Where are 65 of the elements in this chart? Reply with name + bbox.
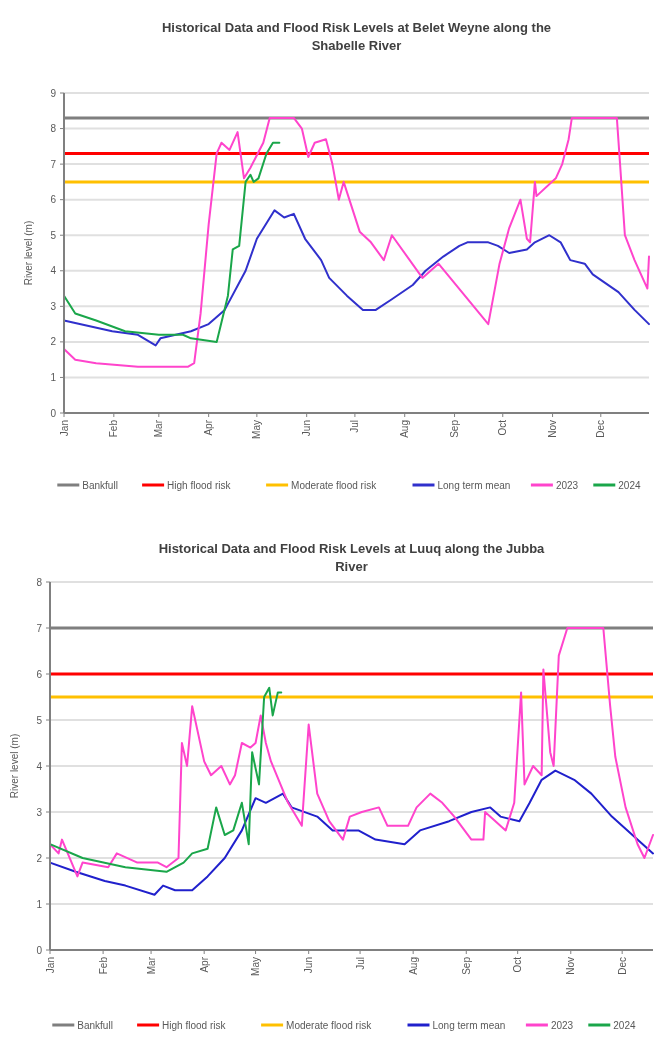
legend-label: 2023 xyxy=(550,1019,574,1031)
x-tick-label: Nov xyxy=(547,420,559,438)
y-tick-label: 7 xyxy=(36,622,43,634)
x-tick-label: Sep xyxy=(449,419,461,438)
y-tick-label: 6 xyxy=(50,194,57,206)
y-tick-label: 0 xyxy=(50,407,57,419)
y-tick-label: 5 xyxy=(50,229,57,241)
x-tick-label: Apr xyxy=(198,956,210,973)
x-tick-label: Mar xyxy=(153,419,165,438)
y-tick-label: 1 xyxy=(36,898,43,910)
y-tick-label: 5 xyxy=(36,714,43,726)
legend-label: High flood risk xyxy=(162,1019,227,1031)
x-tick-label: Oct xyxy=(497,419,509,436)
legend-label: Long term mean xyxy=(437,479,511,491)
x-tick-label: Oct xyxy=(512,956,524,973)
line-series xyxy=(63,141,281,343)
y-tick-label: 0 xyxy=(36,944,43,956)
y-tick-label: 8 xyxy=(50,123,57,135)
y-tick-label: 4 xyxy=(50,265,57,277)
chart-title: Historical Data and Flood Risk Levels at Belet Weyne along the Shabelle River xyxy=(161,20,552,53)
line-series xyxy=(49,627,654,878)
x-tick-label: Jun xyxy=(301,420,313,437)
legend-label: 2023 xyxy=(555,479,579,491)
legend-label: Bankfull xyxy=(82,479,118,491)
line-series xyxy=(49,769,654,896)
legend-label: High flood risk xyxy=(167,479,232,491)
legend-label: Long term mean xyxy=(432,1019,506,1031)
x-tick-label: Feb xyxy=(97,956,109,975)
y-tick-label: 6 xyxy=(36,668,43,680)
line-series xyxy=(49,686,283,873)
x-tick-label: May xyxy=(250,957,262,976)
y-axis-title: River level (m) xyxy=(9,733,20,799)
x-tick-label: Dec xyxy=(616,957,628,975)
y-tick-label: 4 xyxy=(36,760,43,772)
legend-label: Moderate flood risk xyxy=(291,479,378,491)
legend-label: Bankfull xyxy=(77,1019,113,1031)
x-tick-label: Jun xyxy=(303,957,315,974)
x-tick-label: Dec xyxy=(595,420,607,438)
y-tick-label: 1 xyxy=(50,371,57,383)
line-series xyxy=(63,209,650,347)
x-tick-label: Apr xyxy=(203,419,215,436)
y-tick-label: 7 xyxy=(50,158,57,170)
x-tick-label: May xyxy=(251,420,263,439)
y-tick-label: 8 xyxy=(36,576,43,588)
line-series xyxy=(63,116,650,368)
y-axis-title: River level (m) xyxy=(23,220,34,286)
y-tick-label: 3 xyxy=(50,300,57,312)
chart-title: Historical Data and Flood Risk Levels at Luuq along the Jubba River xyxy=(158,541,546,574)
legend-label: Moderate flood risk xyxy=(286,1019,373,1031)
y-tick-label: 9 xyxy=(50,87,57,99)
x-tick-label: Sep xyxy=(460,956,472,975)
x-tick-label: Jan xyxy=(44,957,56,974)
x-tick-label: Mar xyxy=(145,956,157,975)
y-tick-label: 2 xyxy=(36,852,43,864)
legend-label: 2024 xyxy=(618,479,641,491)
x-tick-label: Aug xyxy=(399,420,411,438)
x-tick-label: Jan xyxy=(58,420,70,437)
x-tick-label: Nov xyxy=(565,957,577,975)
legend-label: 2024 xyxy=(613,1019,636,1031)
y-tick-label: 2 xyxy=(50,336,57,348)
x-tick-label: Jul xyxy=(354,957,366,970)
x-tick-label: Aug xyxy=(407,957,419,975)
x-tick-label: Jul xyxy=(349,420,361,433)
y-tick-label: 3 xyxy=(36,806,43,818)
x-tick-label: Feb xyxy=(108,419,120,438)
